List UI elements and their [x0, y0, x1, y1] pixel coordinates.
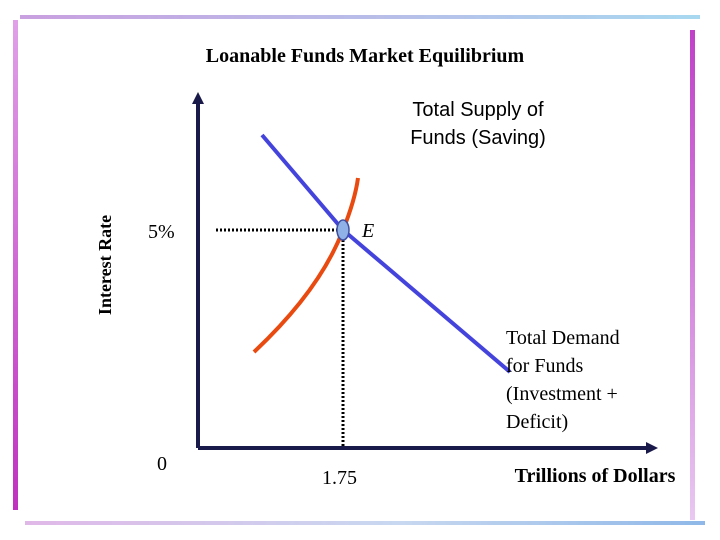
supply-label: Total Supply of — [412, 99, 544, 121]
demand-label: (Investment + — [506, 383, 618, 405]
quantity-label: 1.75 — [322, 467, 357, 489]
x-axis-label: Trillions of Dollars — [515, 465, 676, 487]
demand-curve — [260, 133, 512, 374]
x-arrow — [646, 442, 658, 454]
title: Loanable Funds Market Equilibrium — [206, 45, 525, 67]
border-right — [690, 30, 695, 520]
border-top — [20, 15, 700, 19]
demand-label: for Funds — [506, 355, 583, 377]
equilibrium-point — [336, 219, 350, 241]
supply-curve — [252, 177, 360, 354]
rate-label: 5% — [148, 221, 175, 243]
supply-label: Funds (Saving) — [410, 127, 546, 149]
y-arrow — [192, 92, 204, 104]
demand-label: Total Demand — [506, 327, 620, 349]
origin-label: 0 — [157, 453, 167, 475]
demand-label: Deficit) — [506, 411, 568, 433]
y-axis-label: Interest Rate — [95, 215, 115, 315]
border-left — [13, 20, 18, 510]
border-bottom — [25, 521, 705, 525]
equilibrium-label: E — [361, 220, 374, 242]
